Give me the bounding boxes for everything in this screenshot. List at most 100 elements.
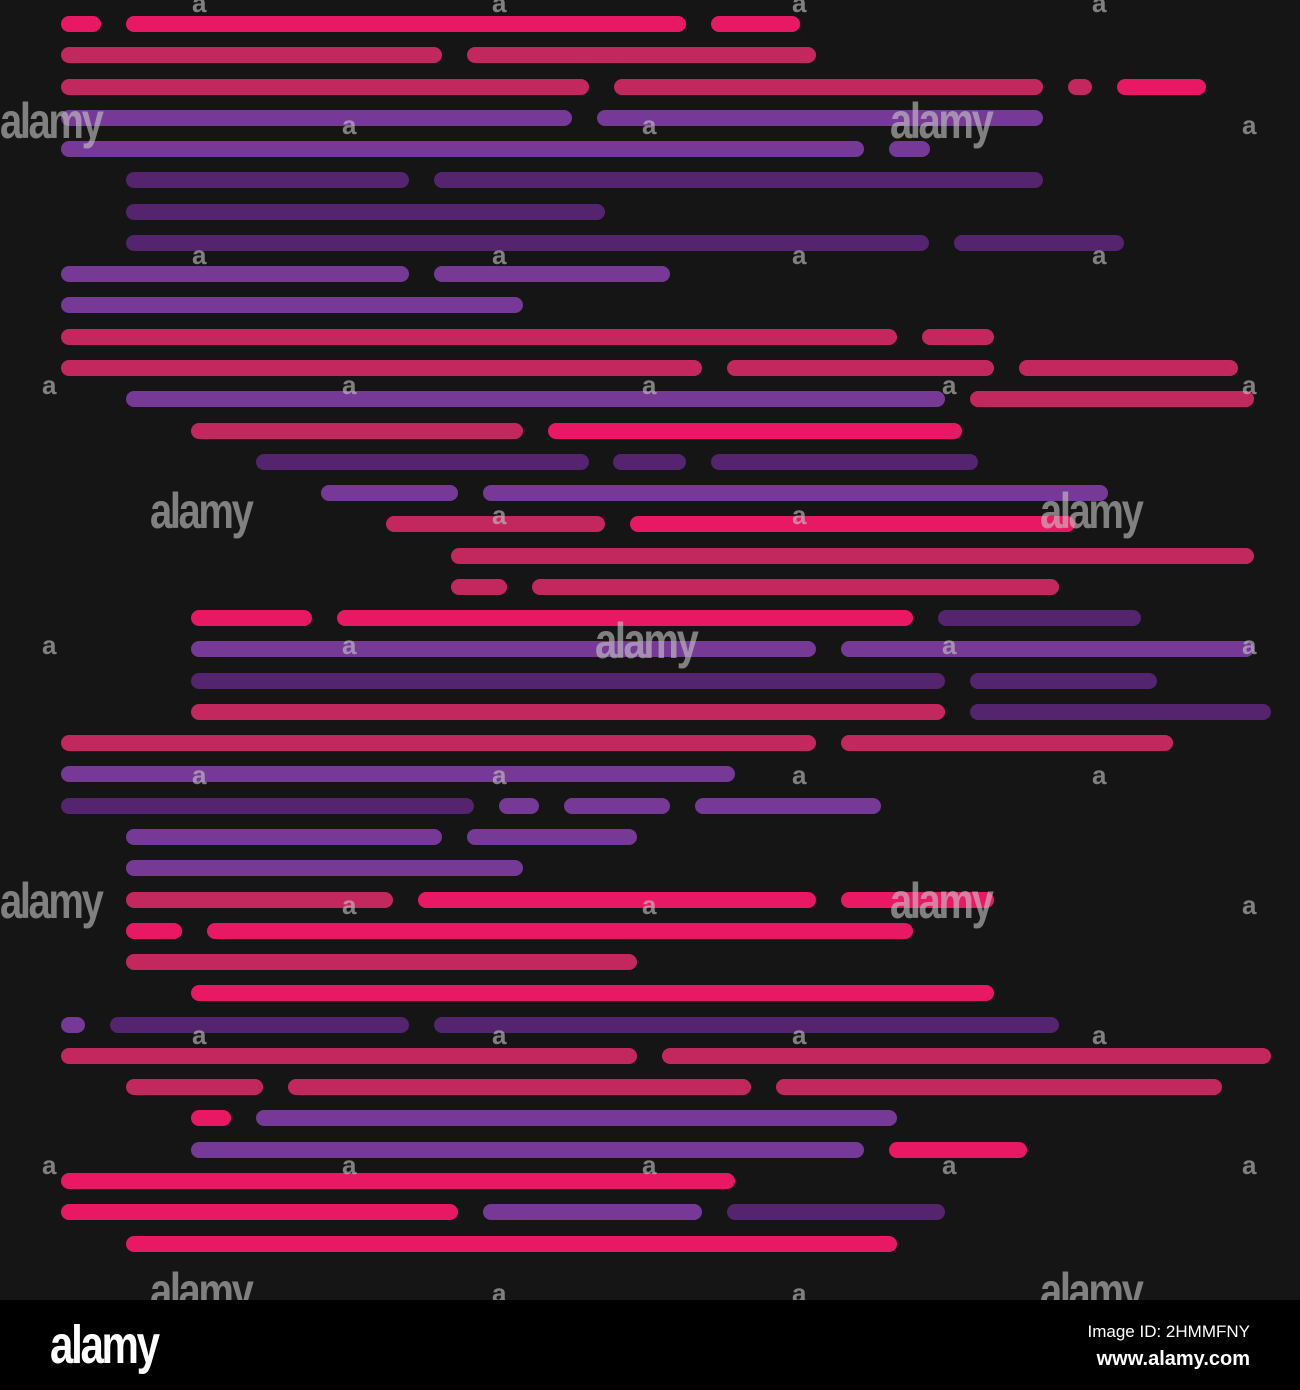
watermark-letter: a — [942, 630, 957, 660]
stripe-segment — [61, 359, 702, 376]
stripe-segment — [451, 547, 1254, 564]
watermark-letter: a — [1092, 1020, 1107, 1050]
watermark-letter: a — [342, 370, 357, 400]
stripe-segment — [938, 610, 1141, 627]
stripe-segment — [126, 829, 442, 846]
stripe-segment — [126, 1235, 897, 1252]
alamy-logo: alamy — [50, 1315, 160, 1375]
stripe-segment — [61, 797, 474, 814]
stripe-segment — [483, 1204, 702, 1221]
stripe-segment — [695, 797, 881, 814]
watermark-letter: a — [492, 760, 507, 790]
watermark-letter: a — [792, 760, 807, 790]
stripe-segment — [191, 672, 945, 689]
stripe-segment — [126, 891, 393, 908]
stripe-segment — [61, 266, 409, 283]
stripe-segment — [1117, 78, 1206, 95]
stripe-segment — [614, 78, 1043, 95]
stripe-segment — [61, 328, 897, 345]
stripe-segment — [434, 266, 670, 283]
stripe-segment — [191, 1110, 231, 1127]
stripe-segment — [61, 1172, 735, 1189]
stripe-segment — [337, 610, 913, 627]
stripe-segment — [61, 16, 101, 32]
stripe-segment — [564, 797, 670, 814]
stripe-segment — [467, 829, 637, 846]
watermark-letter: a — [1092, 240, 1107, 270]
stripe-segment — [970, 391, 1254, 408]
stripe-segment — [61, 1047, 637, 1064]
stripe-segment — [386, 516, 605, 533]
stripe-segment — [61, 141, 864, 158]
watermark: alamy — [0, 93, 104, 149]
stripe-segment — [207, 922, 913, 939]
watermark-letter: a — [1242, 110, 1257, 140]
watermark-letter: a — [342, 890, 357, 920]
stripe-segment — [970, 672, 1157, 689]
watermark-letter: a — [1242, 890, 1257, 920]
stripe-segment — [532, 578, 1059, 595]
watermark-letter: a — [1242, 630, 1257, 660]
watermark-letter: a — [1242, 1150, 1257, 1180]
watermark-letter: a — [342, 1150, 357, 1180]
watermark: alamy — [1040, 483, 1144, 539]
stripe-segment — [434, 1016, 1059, 1033]
stripe-segment — [841, 891, 994, 908]
stripe-segment — [727, 1204, 945, 1221]
stripe-segment — [613, 453, 686, 470]
watermark-letter: a — [192, 760, 207, 790]
stripe-segment — [110, 1016, 409, 1033]
stripe-segment — [954, 234, 1124, 251]
stripe-segment — [61, 766, 735, 783]
stripe-segment — [126, 172, 409, 189]
stripe-segment — [126, 922, 182, 939]
stripe-segment — [61, 735, 816, 752]
watermark-letter: a — [1242, 370, 1257, 400]
watermark-letter: a — [492, 0, 507, 18]
stripe-segment — [597, 109, 1043, 126]
watermark-letter: a — [642, 370, 657, 400]
stripe-segment — [711, 16, 800, 32]
site-url: www.alamy.com — [1096, 1348, 1250, 1370]
watermark-letter: a — [942, 370, 957, 400]
stripe-segment — [727, 359, 994, 376]
stripe-segment — [288, 1079, 751, 1096]
stripe-segment — [776, 1079, 1222, 1096]
watermark-letter: a — [42, 630, 57, 660]
stripe-segment — [191, 703, 945, 720]
stripe-segment — [126, 391, 945, 408]
stripe-segment — [256, 1110, 897, 1127]
stripe-segment — [467, 47, 816, 64]
watermark-letter: a — [1092, 760, 1107, 790]
watermark-letter: a — [942, 1150, 957, 1180]
stripe-segment — [126, 954, 637, 971]
stripe-segment — [191, 610, 312, 627]
stripe-segment — [841, 735, 1173, 752]
stripe-segment — [191, 422, 523, 439]
stripe-segment — [61, 78, 589, 95]
watermark-letter: a — [792, 240, 807, 270]
stripe-segment — [191, 985, 994, 1002]
stripe-segment — [451, 578, 507, 595]
stripe-segment — [841, 641, 1254, 658]
stripe-segment — [711, 453, 978, 470]
stripe-segment — [191, 1141, 864, 1158]
stripe-segment — [1068, 78, 1092, 95]
stripe-segment — [321, 485, 458, 502]
watermark-letter: a — [192, 240, 207, 270]
stripe-segment — [483, 485, 1108, 502]
stripe-segment — [126, 860, 523, 877]
stripe-segment — [126, 203, 605, 220]
stripe-segment — [126, 234, 929, 251]
watermark: alamy — [890, 93, 994, 149]
watermark: alamy — [150, 483, 254, 539]
watermark-letter: a — [342, 630, 357, 660]
watermark: alamy — [0, 873, 104, 929]
stripe-segment — [61, 1204, 458, 1221]
stripe-segment — [630, 516, 1075, 533]
stripe-segment — [499, 797, 539, 814]
stripe-segment — [548, 422, 962, 439]
watermark-letter: a — [342, 110, 357, 140]
watermark-letter: a — [642, 1150, 657, 1180]
stripe-segment — [61, 47, 442, 64]
